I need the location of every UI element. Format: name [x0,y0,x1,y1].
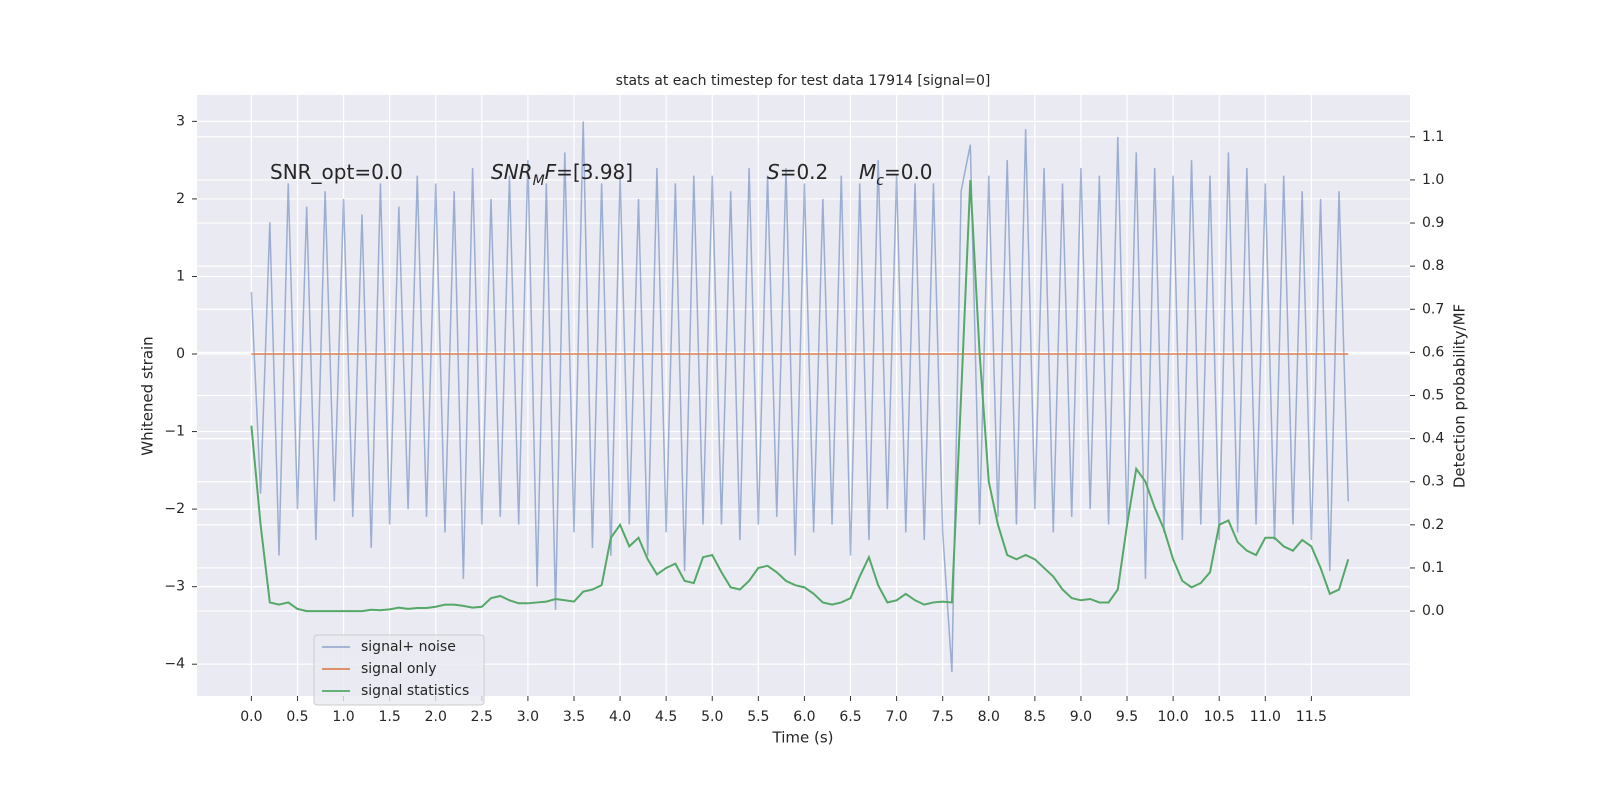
x-axis-label: Time (s) [772,729,834,747]
annotation-part: SNR [491,160,533,184]
y2-tick-label: 0.7 [1422,301,1444,317]
annotation: SNR_opt=0.0 [270,160,403,184]
annotation: Mc=0.0 [859,160,933,190]
x-tick-label: 10.5 [1204,709,1235,725]
legend-label: signal+ noise [361,639,456,655]
annotation-part: M [859,160,876,184]
x-tick-label: 7.0 [885,709,907,725]
y2-tick-label: 0.0 [1422,603,1444,619]
chart-title: stats at each timestep for test data 179… [616,73,991,89]
x-tick-label: 5.5 [747,709,769,725]
annotation-part: =[3.98] [556,160,633,184]
x-tick-label: 8.5 [1024,709,1046,725]
y-tick-label: −1 [164,424,185,440]
x-tick-label: 0.0 [240,709,262,725]
y-tick-label: 2 [176,191,185,207]
y2-tick-label: 1.1 [1422,129,1444,145]
x-tick-label: 9.5 [1116,709,1138,725]
annotation-part: S [767,160,780,184]
series-line [250,179,1350,613]
y-tick-label: −4 [164,656,185,672]
x-tick-label: 4.0 [609,709,631,725]
y2-tick-label: 0.5 [1422,388,1444,404]
x-tick-label: 2.5 [471,709,493,725]
y-axis-label: Whitened strain [139,336,157,455]
x-tick-label: 0.5 [286,709,308,725]
y2-tick-label: 1.0 [1422,172,1444,188]
y2-tick-label: 0.8 [1422,258,1444,274]
legend-label: signal only [361,661,436,677]
y2-tick-label: 0.1 [1422,560,1444,576]
annotation-part: M [533,173,545,189]
x-tick-label: 2.0 [425,709,447,725]
y-tick-label: −2 [164,501,185,517]
y-tick-label: 3 [176,113,185,129]
series-line [250,121,1349,673]
x-tick-label: 11.5 [1296,709,1327,725]
annotation-part: =0.0 [884,160,933,184]
x-tick-label: 5.0 [701,709,723,725]
y-tick-label: 0 [176,346,185,362]
x-tick-label: 11.0 [1250,709,1281,725]
y2-tick-label: 0.2 [1422,517,1444,533]
x-tick-label: 6.5 [839,709,861,725]
y2-tick-label: 0.9 [1422,215,1444,231]
legend: signal+ noise signal only signal statistic… [313,634,485,706]
annotation: S=0.2 [767,160,828,184]
x-tick-label: 1.5 [379,709,401,725]
annotation-part: =0.2 [780,160,829,184]
x-tick-label: 7.5 [932,709,954,725]
annotation-part: F [545,160,557,184]
y2-tick-label: 0.3 [1422,474,1444,490]
legend-label: signal statistics [361,683,469,699]
x-tick-label: 1.0 [332,709,354,725]
x-tick-label: 10.0 [1158,709,1189,725]
x-tick-label: 3.0 [517,709,539,725]
y2-axis-label: Detection probability/MF [1451,304,1469,488]
y-tick-label: −3 [164,579,185,595]
annotation: SNRMF=[3.98] [491,160,633,190]
y-tick-label: 1 [176,268,185,284]
x-tick-label: 6.0 [793,709,815,725]
y2-tick-label: 0.6 [1422,344,1444,360]
x-tick-label: 8.0 [978,709,1000,725]
x-tick-label: 3.5 [563,709,585,725]
annotation-part: c [876,173,884,189]
x-tick-label: 9.0 [1070,709,1092,725]
x-tick-label: 4.5 [655,709,677,725]
y2-tick-label: 0.4 [1422,431,1444,447]
legend-box [313,634,485,706]
annotation-part: SNR_opt=0.0 [270,160,403,184]
